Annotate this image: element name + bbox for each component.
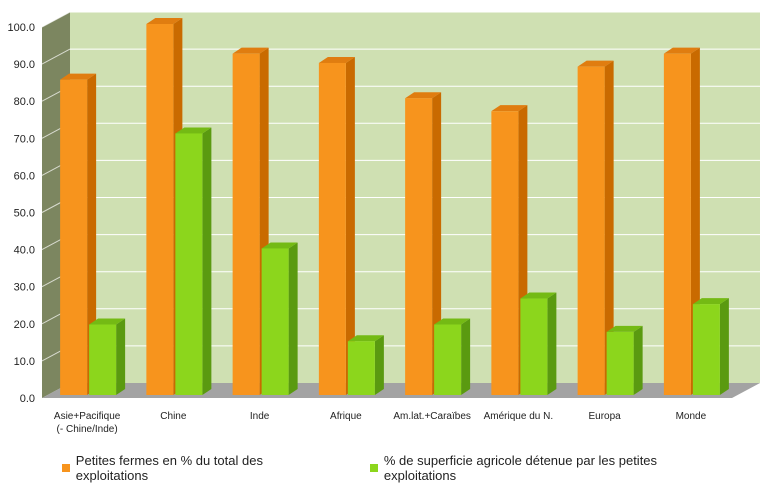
bar-series-2-am-rique-du-n-top — [520, 292, 557, 299]
bar-series-2-am-rique-du-n-side — [547, 292, 557, 395]
bar-series-2-monde-side — [719, 298, 729, 395]
bar-series-2-inde — [261, 248, 289, 395]
x-tick-label: Inde — [250, 411, 270, 422]
bar-series-1-afrique — [318, 62, 346, 396]
x-tick-label: (- Chine/Inde) — [57, 424, 118, 435]
bar-series-1-inde — [232, 53, 260, 396]
bar-series-1-asie-pacifique-chine-inde — [60, 79, 88, 396]
chart-svg: 0.0 10.0 20.0 30.0 40.0 50.0 60.0 70.0 80.0 90.0 1… — [7, 11, 760, 435]
legend: Petites fermes en % du total des exploit… — [62, 453, 762, 483]
legend-item-series-2: % de superficie agricole détenue par les… — [370, 453, 724, 483]
bar-series-2-afrique — [347, 341, 375, 395]
bar-series-2-am-rique-du-n — [520, 298, 548, 395]
x-tick-label: Amérique du N. — [484, 411, 553, 422]
bar-series-1-chine-top — [146, 18, 183, 24]
y-tick-label: 50.0 — [14, 208, 35, 220]
bar-series-1-asie-pacifique-chine-inde-side — [87, 73, 97, 396]
legend-label-series-2: % de superficie agricole détenue par les… — [383, 453, 658, 483]
bar-series-1-am-rique-du-n — [491, 111, 519, 395]
legend-item-series-1: Petites fermes en % du total des exploit… — [62, 453, 332, 483]
bar-series-2-afrique-side — [374, 335, 384, 395]
bar-series-1-inde-top — [232, 47, 269, 54]
bar-series-1-am-lat-cara-bes-side — [432, 92, 442, 395]
bar-series-2-asie-pacifique-chine-inde — [89, 324, 117, 395]
bar-series-2-asie-pacifique-chine-inde-side — [116, 318, 126, 395]
legend-swatch-series-2 — [370, 464, 378, 472]
bar-series-2-chine-top — [175, 127, 212, 134]
bar-series-2-europa-side — [633, 325, 643, 395]
x-tick-label: Afrique — [330, 411, 362, 422]
bar-series-2-chine-side — [202, 127, 212, 395]
bar-series-2-afrique-top — [347, 335, 384, 342]
bar-series-1-am-lat-cara-bes — [405, 98, 433, 395]
y-tick-label: 60.0 — [14, 170, 35, 182]
bar-series-2-chine — [175, 133, 203, 395]
bar-series-2-am-lat-cara-bes-top — [434, 318, 471, 325]
bar-series-2-am-lat-cara-bes-side — [461, 318, 471, 395]
x-tick-label: Am.lat.+Caraïbes — [393, 411, 471, 422]
y-tick-label: 0.0 — [20, 393, 35, 405]
bar-series-1-europa — [577, 66, 605, 395]
bar-series-1-europa-side — [604, 60, 614, 395]
x-tick-label: Monde — [676, 411, 707, 422]
legend-label-series-1: Petites fermes en % du total des exploit… — [75, 453, 263, 483]
chart: 0.0 10.0 20.0 30.0 40.0 50.0 60.0 70.0 80.0 90.0 1… — [7, 11, 760, 435]
bar-series-2-monde — [692, 304, 720, 395]
bar-series-1-afrique-top — [318, 56, 355, 63]
y-tick-label: 70.0 — [14, 133, 35, 145]
y-tick-label: 100.0 — [7, 22, 35, 34]
bar-series-1-monde — [663, 53, 691, 396]
bar-series-1-am-rique-du-n-top — [491, 105, 528, 112]
bar-series-1-europa-top — [577, 60, 614, 67]
bar-series-2-asie-pacifique-chine-inde-top — [89, 318, 126, 325]
bar-series-2-am-lat-cara-bes — [434, 324, 462, 395]
y-tick-label: 90.0 — [14, 59, 35, 71]
bar-series-1-am-lat-cara-bes-top — [405, 92, 442, 99]
bar-series-1-chine — [146, 24, 174, 395]
bar-series-1-afrique-side — [345, 56, 355, 395]
bar-series-1-asie-pacifique-chine-inde-top — [60, 73, 97, 80]
y-tick-label: 80.0 — [14, 96, 35, 108]
bar-series-2-inde-side — [288, 242, 298, 395]
x-tick-label: Chine — [160, 411, 187, 422]
bar-series-2-europa-top — [606, 325, 643, 332]
y-tick-label: 30.0 — [14, 282, 35, 294]
gridline-side — [41, 11, 71, 28]
x-tick-label: Asie+Pacifique — [54, 411, 121, 422]
bar-series-2-europa — [606, 331, 634, 395]
bar-series-1-monde-top — [663, 47, 700, 54]
gridline-side — [41, 48, 71, 65]
bar-series-2-monde-top — [692, 298, 729, 305]
legend-swatch-series-1 — [62, 464, 70, 472]
y-tick-label: 40.0 — [14, 245, 35, 257]
bar-series-2-inde-top — [261, 242, 298, 249]
y-tick-label: 10.0 — [14, 356, 35, 368]
y-tick-label: 20.0 — [14, 319, 35, 331]
x-tick-label: Europa — [589, 411, 622, 422]
